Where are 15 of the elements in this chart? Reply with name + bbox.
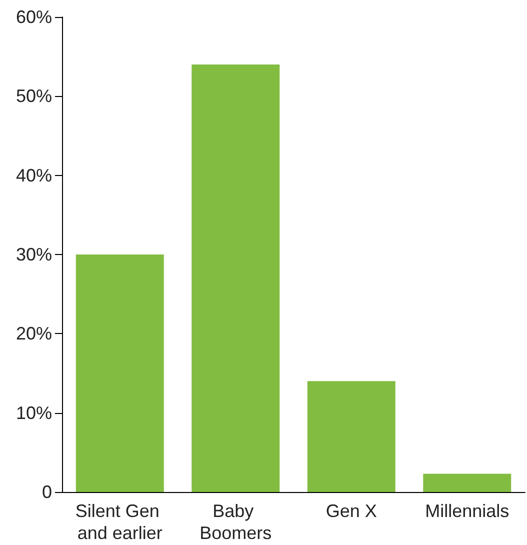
x-tick-label: Gen X [326, 501, 377, 521]
y-tick-label: 10% [16, 402, 52, 423]
bar [76, 254, 164, 492]
y-tick-label: 20% [16, 324, 52, 344]
y-tick-label: 30% [16, 244, 52, 264]
y-tick-label: 40% [16, 165, 52, 186]
bar [192, 64, 280, 492]
x-tick-label: Silent Gen and earlier [75, 501, 164, 543]
y-tick-label: 0 [42, 482, 52, 502]
y-tick-label: 60% [16, 7, 52, 27]
x-tick-label: Baby Boomers [200, 501, 272, 543]
y-tick-label: 50% [16, 86, 52, 106]
bar [423, 474, 512, 492]
x-tick-label: Millennials [425, 501, 510, 521]
bar [307, 381, 396, 492]
